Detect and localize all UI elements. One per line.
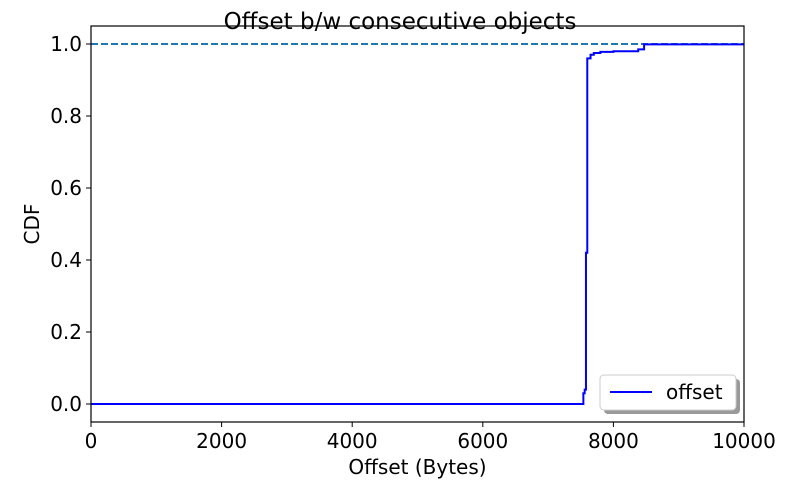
x-tick-label: 4000 <box>327 429 378 453</box>
legend-box <box>599 374 737 411</box>
x-tick-label: 0 <box>85 429 98 453</box>
chart-title: Offset b/w consecutive objects <box>224 9 577 35</box>
y-tick-label: 1.0 <box>50 32 82 56</box>
x-tick-label: 2000 <box>196 429 247 453</box>
x-tick-label: 6000 <box>457 429 508 453</box>
y-tick-label: 0.2 <box>50 320 82 344</box>
x-tick-label: 8000 <box>588 429 639 453</box>
plot-frame <box>90 25 745 423</box>
y-axis-label: CDF <box>20 204 44 245</box>
plot-area <box>91 43 744 405</box>
y-tick-label: 0.0 <box>50 392 82 416</box>
series-line-offset <box>91 43 744 405</box>
axis-ticks: 0 2000 4000 6000 8000 10000 0.0 0.2 0.4 0.6 0.8 1.0 <box>50 32 776 453</box>
legend-label-offset: offset <box>666 380 723 404</box>
legend: offset <box>599 374 740 414</box>
x-axis-label: Offset (Bytes) <box>348 455 486 479</box>
x-tick-label: 10000 <box>712 429 776 453</box>
y-tick-label: 0.8 <box>50 104 82 128</box>
y-tick-label: 0.4 <box>50 248 82 272</box>
y-tick-label: 0.6 <box>50 176 82 200</box>
